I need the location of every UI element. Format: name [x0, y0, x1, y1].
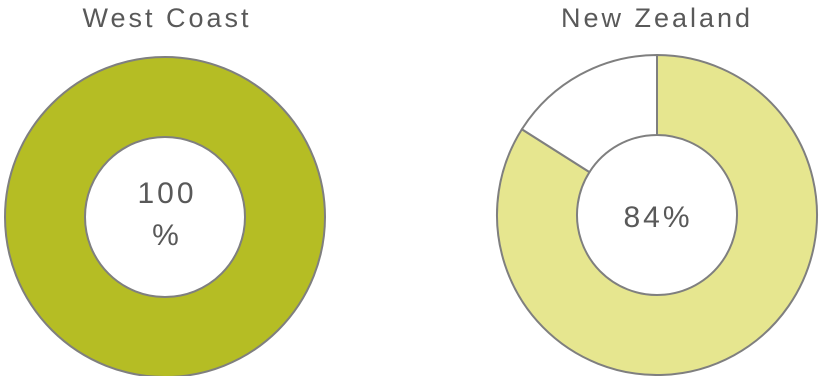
donut-slice-yes	[496, 53, 818, 376]
donut-new-zealand	[496, 53, 818, 376]
center-label: 84%	[598, 197, 718, 239]
chart-new-zealand: New Zealand 84%	[492, 0, 820, 376]
chart-title: West Coast	[82, 3, 252, 33]
donut-west-coast	[3, 56, 327, 376]
center-label-line: 100	[137, 177, 197, 210]
donut-slice-yes	[3, 56, 327, 376]
donut-slice-no	[520, 53, 658, 174]
chart-west-coast: West Coast 100 %	[2, 0, 332, 376]
chart-title: New Zealand	[560, 3, 754, 33]
center-label-line: %	[152, 219, 182, 252]
center-label: 100 %	[107, 173, 227, 257]
center-label-line: 84%	[623, 201, 693, 234]
